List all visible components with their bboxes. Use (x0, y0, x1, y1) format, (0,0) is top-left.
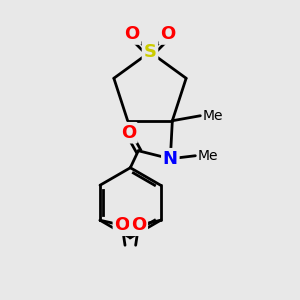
Text: S: S (143, 43, 157, 61)
Text: O: O (114, 216, 130, 234)
Text: O: O (121, 124, 136, 142)
Text: O: O (131, 216, 146, 234)
Text: Me: Me (197, 149, 218, 163)
Text: O: O (160, 25, 175, 43)
Text: Me: Me (202, 109, 223, 123)
Text: O: O (124, 25, 140, 43)
Text: N: N (163, 150, 178, 168)
